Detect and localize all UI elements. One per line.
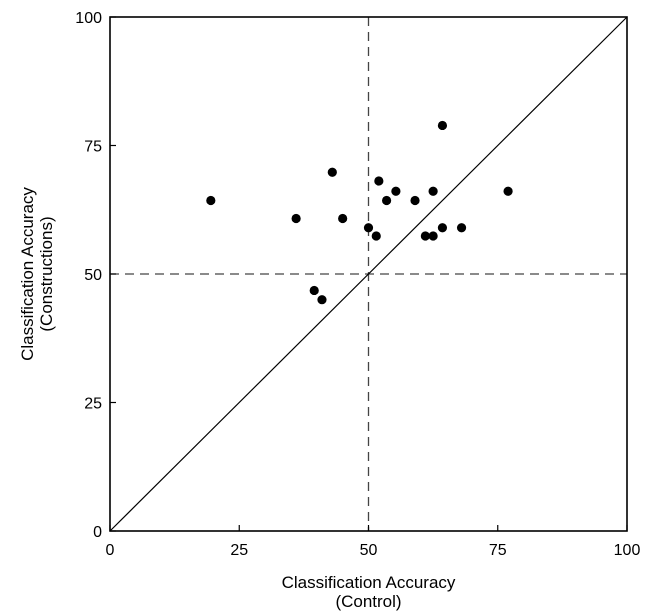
data-point bbox=[291, 213, 301, 224]
y-tick-label: 50 bbox=[84, 267, 102, 284]
y-axis-label-line1: Classification Accuracy bbox=[18, 187, 37, 361]
data-point bbox=[327, 167, 337, 177]
x-tick-label: 75 bbox=[489, 542, 507, 559]
y-axis-ticks: 0 25 50 75 100 bbox=[75, 10, 116, 541]
data-point bbox=[391, 186, 401, 196]
data-point bbox=[206, 195, 216, 206]
data-point bbox=[437, 223, 448, 233]
y-tick-label: 75 bbox=[84, 139, 102, 156]
data-point bbox=[338, 213, 348, 224]
y-axis-label-line2: (Constructions) bbox=[37, 216, 56, 331]
data-point bbox=[381, 195, 392, 206]
data-point bbox=[371, 231, 381, 241]
x-tick-label: 0 bbox=[106, 542, 115, 559]
x-axis-label-line2: (Control) bbox=[335, 592, 401, 611]
data-point bbox=[363, 223, 374, 233]
reference-lines bbox=[109, 16, 628, 532]
y-tick-label: 0 bbox=[93, 524, 102, 541]
data-point bbox=[456, 223, 467, 233]
data-point bbox=[437, 120, 448, 131]
data-point bbox=[420, 231, 430, 241]
data-point bbox=[428, 231, 438, 241]
data-points bbox=[206, 120, 513, 305]
data-point bbox=[428, 186, 438, 196]
data-point bbox=[503, 186, 513, 196]
data-point bbox=[374, 176, 384, 186]
data-point bbox=[410, 195, 420, 206]
y-tick-label: 100 bbox=[75, 10, 102, 27]
x-tick-label: 50 bbox=[360, 542, 378, 559]
y-tick-label: 25 bbox=[84, 396, 102, 413]
data-point bbox=[317, 295, 327, 305]
x-tick-label: 25 bbox=[230, 542, 248, 559]
x-tick-label: 100 bbox=[614, 542, 641, 559]
x-axis-ticks: 0 25 50 75 100 bbox=[106, 525, 641, 559]
data-point bbox=[309, 285, 319, 296]
x-axis-label-line1: Classification Accuracy bbox=[282, 573, 456, 592]
diagonal-line bbox=[109, 16, 628, 532]
